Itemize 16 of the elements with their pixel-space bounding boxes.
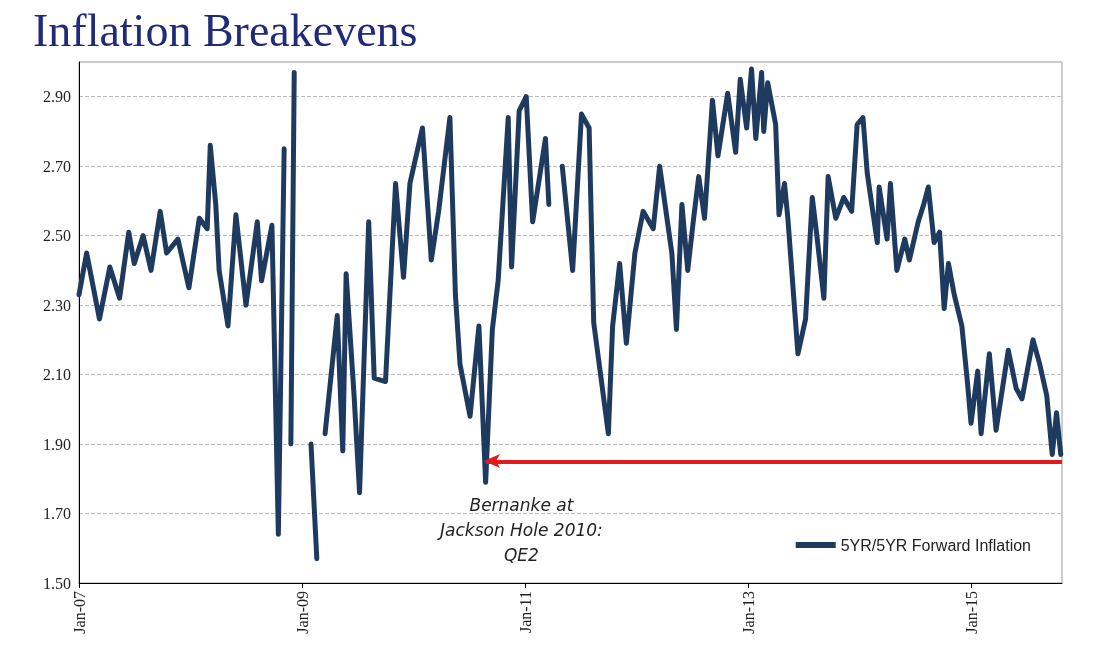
- x-tick-label: Jan-11: [516, 591, 534, 634]
- y-tick-label: 2.50: [43, 227, 71, 245]
- chart-title: Inflation Breakevens: [33, 4, 418, 56]
- y-tick-label: 2.30: [43, 296, 71, 314]
- y-tick-label: 2.90: [43, 88, 71, 106]
- x-tick-label: Jan-07: [70, 591, 88, 634]
- y-tick-label: 1.50: [43, 574, 71, 592]
- x-tick-label: Jan-09: [293, 591, 311, 634]
- x-tick-label: Jan-15: [962, 591, 980, 634]
- y-tick-label: 1.90: [43, 435, 71, 453]
- annotation: Bernanke at Jackson Hole 2010: QE2: [437, 494, 603, 565]
- y-tick-label: 1.70: [43, 505, 71, 523]
- legend-label: 5YR/5YR Forward Inflation: [840, 536, 1032, 554]
- y-tick-label: 2.10: [43, 366, 71, 384]
- y-tick-label: 2.70: [43, 157, 71, 175]
- x-tick-label: Jan-13: [739, 591, 757, 634]
